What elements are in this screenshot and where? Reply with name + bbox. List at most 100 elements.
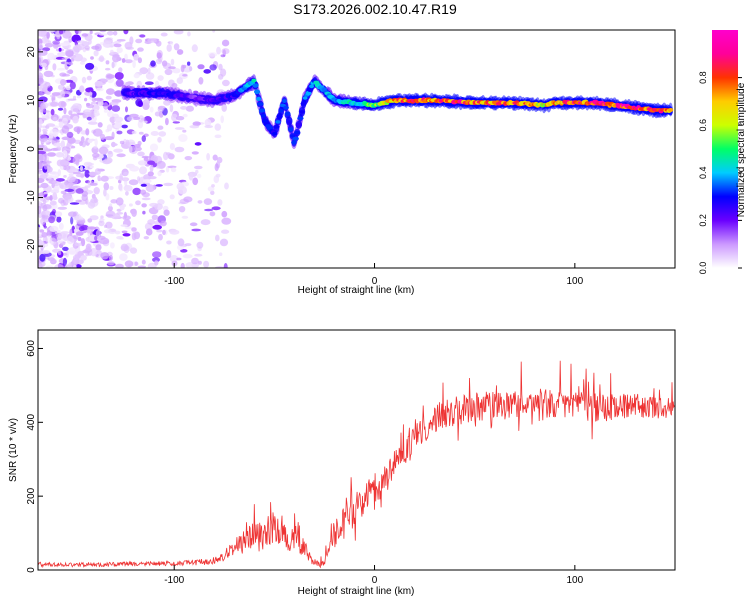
spectrogram-speckle xyxy=(174,146,185,153)
spectrogram-speckle xyxy=(115,263,124,268)
spectrogram-speckle xyxy=(143,157,149,162)
spectrogram-speckle xyxy=(89,30,93,35)
spectrogram-speckle xyxy=(203,69,211,74)
spectrogram-speckle xyxy=(39,62,47,68)
spectrogram-speckle xyxy=(178,206,186,213)
spectrogram-speckle xyxy=(57,206,68,210)
spectrogram-speckle xyxy=(76,127,81,135)
spectrogram-speckle xyxy=(118,67,123,73)
spectrogram-speckle xyxy=(204,118,212,127)
spectrogram-ridge-cell xyxy=(283,105,289,110)
spectrogram-speckle xyxy=(92,152,100,158)
spectrogram-ridge-cell xyxy=(258,108,266,113)
spectrogram-speckle xyxy=(150,154,158,163)
spectrogram-speckle xyxy=(109,186,114,190)
spectrogram-speckle xyxy=(80,255,87,260)
spectrogram-speckle xyxy=(38,43,44,50)
spectrogram-speckle xyxy=(211,184,215,188)
spectrogram-speckle xyxy=(182,113,188,118)
spectrogram-speckle xyxy=(154,260,159,266)
spectrogram-ridge-cell xyxy=(276,114,283,119)
spectrogram-speckle xyxy=(137,176,141,182)
spectrogram-y-ticks: -20 -10 0 10 20 xyxy=(26,46,43,253)
y-tick-label: 0 xyxy=(26,146,37,152)
spectrogram-speckle xyxy=(109,116,116,123)
spectrogram-speckle xyxy=(206,153,211,161)
spectrogram-speckle xyxy=(67,98,77,101)
spectrogram-speckle xyxy=(219,238,229,247)
spectrogram-speckle xyxy=(62,150,68,159)
spectrogram-speckle xyxy=(91,111,95,119)
spectrogram-speckle xyxy=(103,102,109,110)
spectrogram-speckle xyxy=(221,229,230,234)
spectrogram-speckle xyxy=(57,100,67,108)
spectrogram-speckle xyxy=(55,140,60,143)
spectrogram-speckle xyxy=(87,138,93,144)
spectrogram-ridge-cell xyxy=(309,84,315,89)
spectrogram-speckle xyxy=(81,76,87,84)
spectrogram-speckle xyxy=(50,101,59,107)
spectrogram-speckle xyxy=(79,85,85,93)
spectrogram-speckle xyxy=(124,59,133,64)
y-tick-label: -20 xyxy=(26,238,37,253)
spectrogram-speckle xyxy=(197,64,205,70)
spectrogram-speckle xyxy=(184,243,192,247)
spectrogram-speckle xyxy=(124,260,134,268)
spectrogram-speckle xyxy=(90,56,94,60)
spectrogram-speckle xyxy=(137,140,142,146)
spectrogram-speckle xyxy=(102,41,113,48)
spectrogram-speckle xyxy=(84,97,88,102)
spectrogram-speckle xyxy=(105,67,111,71)
spectrogram-speckle xyxy=(158,131,167,137)
spectrogram-ridge-cell xyxy=(282,99,287,103)
spectrogram-speckle xyxy=(194,253,203,257)
spectrogram-speckle xyxy=(56,159,64,167)
spectrogram-speckle xyxy=(90,101,97,105)
spectrogram-ridge-cell xyxy=(292,136,299,141)
spectrogram-speckle xyxy=(116,130,123,135)
spectrogram-speckle xyxy=(116,208,122,212)
colorbar-tick-label: 0.6 xyxy=(698,119,708,132)
spectrogram-speckle xyxy=(94,97,104,101)
spectrogram-speckle xyxy=(102,159,112,165)
spectrogram-speckle xyxy=(140,183,147,187)
spectrogram-speckle xyxy=(58,197,65,204)
spectrogram-speckle xyxy=(185,262,195,268)
spectrogram-speckle xyxy=(207,186,215,192)
spectrogram-ridge-cell xyxy=(275,120,281,124)
spectrogram-speckle xyxy=(189,222,198,227)
spectrogram-speckle xyxy=(119,187,123,192)
spectrogram-speckle xyxy=(61,117,68,125)
spectrogram-speckle xyxy=(47,52,55,61)
spectrogram-speckle xyxy=(85,243,92,251)
x-tick-label: 100 xyxy=(566,276,583,287)
spectrogram-speckle xyxy=(100,175,109,182)
spectrogram-speckle xyxy=(40,110,50,113)
spectrogram-speckle xyxy=(166,240,172,245)
spectrogram-speckle xyxy=(77,236,82,242)
spectrogram-speckle xyxy=(119,205,125,211)
spectrogram-speckle xyxy=(112,143,118,147)
spectrogram-speckle xyxy=(134,261,138,266)
spectrogram-speckle xyxy=(147,160,156,165)
spectrogram-speckle xyxy=(137,160,148,166)
spectrogram-speckle xyxy=(221,217,232,225)
colorbar-tick-label: 0.8 xyxy=(698,71,708,84)
spectrogram-speckle xyxy=(60,90,66,98)
spectrogram-speckle xyxy=(69,81,76,90)
spectrogram-ridge-cell xyxy=(286,120,292,125)
spectrogram-speckle xyxy=(176,77,183,84)
snr-series-line xyxy=(38,360,675,569)
spectrogram-speckle xyxy=(221,210,228,218)
spectrogram-speckle xyxy=(66,131,74,138)
spectrogram-speckle xyxy=(87,121,98,125)
spectrogram-speckle xyxy=(211,206,221,211)
spectrogram-speckle xyxy=(113,121,123,129)
spectrogram-speckle xyxy=(97,236,101,243)
spectrogram-speckle xyxy=(88,91,93,100)
spectrogram-speckle xyxy=(200,219,211,226)
spectrogram-speckle xyxy=(173,43,180,51)
spectrogram-speckle xyxy=(66,70,71,74)
spectrogram-speckle xyxy=(182,74,188,77)
spectrogram-speckle xyxy=(76,112,85,116)
